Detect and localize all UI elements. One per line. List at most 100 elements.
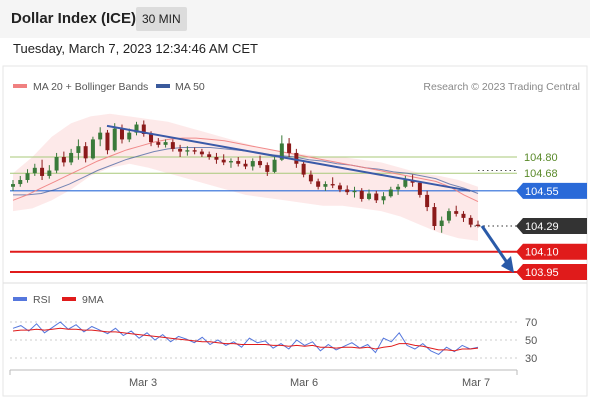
level-label-5: 103.95	[525, 267, 559, 279]
rsi-panel: 70 50 30	[10, 317, 537, 365]
candle-body	[47, 170, 52, 176]
copyright-label: Research © 2023 Trading Central	[423, 81, 580, 93]
candle-body	[432, 207, 437, 227]
candle-body	[221, 159, 226, 163]
rsi-ma-line	[12, 327, 479, 352]
price-legend: MA 20 + Bollinger Bands MA 50 Research ©…	[13, 81, 580, 93]
level-label-3: 104.29	[525, 221, 559, 233]
candle-body	[199, 151, 204, 155]
rsi-legend-swatch	[13, 297, 27, 301]
bollinger-bands	[13, 113, 478, 241]
candle-body	[18, 180, 23, 185]
candle-body	[185, 150, 190, 152]
instrument-title: Dollar Index (ICE)	[11, 10, 137, 27]
x-tick-1: Mar 6	[290, 377, 318, 389]
rsi-line	[12, 321, 479, 355]
level-labels: 104.80 104.68 104.55 104.29 104.10 103.95	[516, 152, 587, 281]
candle-body	[207, 154, 212, 157]
candle-body	[301, 163, 306, 175]
candle-body	[359, 190, 364, 199]
candle-body	[381, 196, 386, 201]
candle-body	[170, 142, 175, 149]
candle-body	[258, 161, 263, 166]
candle-body	[236, 161, 241, 164]
x-axis: Mar 3 Mar 6 Mar 7	[9, 369, 518, 389]
rsi-ma-legend-label: 9MA	[82, 294, 104, 306]
level-tag-2	[516, 182, 587, 199]
chart-datetime: Tuesday, March 7, 2023 12:34:46 AM CET	[13, 41, 258, 56]
ma20-legend-swatch	[13, 84, 27, 88]
candle-body	[228, 161, 233, 163]
candle-body	[178, 148, 183, 152]
candle-body	[83, 146, 88, 159]
candle-body	[127, 132, 132, 140]
candle-body	[192, 150, 197, 152]
candle-body	[54, 157, 59, 171]
downtrend-line	[106, 124, 471, 192]
ma50-legend-label: MA 50	[175, 81, 205, 93]
candle-body	[119, 128, 124, 140]
x-tick-2: Mar 7	[462, 377, 490, 389]
candle-body	[243, 163, 248, 167]
candle-body	[446, 211, 451, 221]
candle-body	[11, 184, 15, 187]
forecast-arrow-head	[501, 256, 514, 274]
rsi-legend: RSI 9MA	[13, 294, 104, 306]
candle-body	[425, 194, 430, 208]
candle-body	[396, 186, 401, 190]
candle-body	[90, 139, 95, 159]
candle-body	[439, 220, 444, 227]
candle-body	[25, 173, 30, 181]
candle-body	[98, 132, 103, 140]
candle-body	[352, 190, 357, 193]
candle-body	[61, 157, 66, 163]
trend-annotations	[106, 124, 514, 274]
candle-body	[316, 181, 321, 187]
candle-body	[345, 189, 350, 193]
level-tag-3	[516, 218, 587, 235]
level-tag-5	[516, 264, 587, 281]
candle-body	[388, 189, 393, 197]
candle-body	[323, 184, 328, 187]
rsi-tick-0: 70	[525, 317, 537, 329]
rsi-legend-label: RSI	[33, 294, 51, 306]
level-tag-4	[516, 243, 587, 260]
candle-body	[149, 133, 154, 143]
level-label-4: 104.10	[525, 247, 559, 259]
level-label-0: 104.80	[524, 152, 558, 164]
ma20-legend-label: MA 20 + Bollinger Bands	[33, 81, 148, 93]
candle-body	[367, 193, 372, 199]
chart-frame	[2, 65, 588, 397]
candle-body	[272, 159, 277, 172]
candle-body	[250, 161, 255, 167]
candle-body	[468, 217, 473, 225]
candle-body	[32, 167, 37, 174]
header-bar: Dollar Index (ICE) 30 MIN	[0, 0, 590, 38]
bollinger-fill	[13, 113, 478, 241]
interval-badge[interactable]: 30 MIN	[136, 7, 187, 31]
candle-body	[112, 128, 117, 151]
candle-body	[287, 143, 292, 153]
candle-body	[163, 142, 168, 145]
candle-body	[134, 124, 139, 133]
candlesticks	[11, 120, 480, 233]
rsi-tick-2: 30	[525, 353, 537, 365]
rsi-ma-legend-swatch	[62, 297, 76, 301]
candle-body	[214, 157, 219, 160]
candle-body	[461, 213, 466, 218]
candle-body	[69, 152, 74, 163]
candle-body	[337, 185, 342, 190]
rsi-tick-1: 50	[525, 335, 537, 347]
candle-body	[279, 143, 284, 160]
candle-body	[294, 152, 299, 164]
candle-body	[403, 180, 408, 187]
candle-body	[330, 184, 335, 186]
forecast-arrow-shaft	[480, 225, 510, 265]
candle-body	[105, 132, 110, 151]
ma20-line	[12, 137, 479, 203]
candle-body	[374, 193, 379, 201]
level-label-2: 104.55	[525, 186, 559, 198]
candle-body	[454, 211, 459, 214]
candle-body	[417, 182, 422, 195]
